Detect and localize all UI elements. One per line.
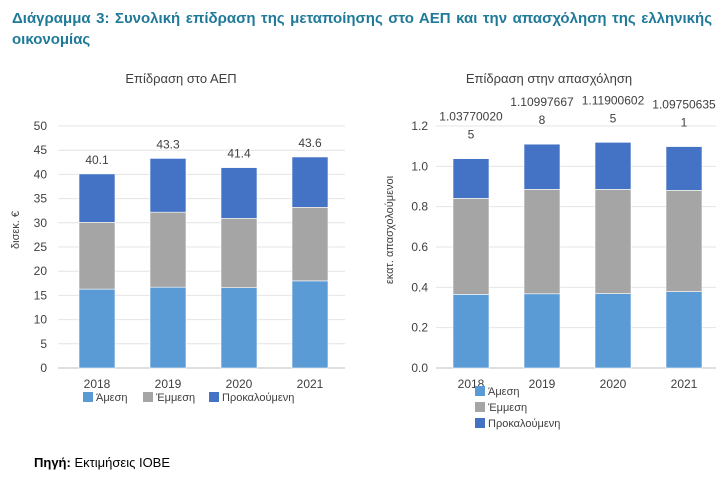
- gdp-legend-label: Προκαλούμενη: [222, 392, 294, 404]
- gdp-bar-προκαλούμενη-2020: [220, 167, 258, 219]
- gdp-legend-swatch: [209, 392, 219, 402]
- gdp-bar-άμεση-2020: [220, 287, 258, 369]
- gdp-y-tick-label: 20: [34, 264, 48, 278]
- emp-bar-άμεση-2021: [665, 291, 703, 369]
- emp-legend-swatch: [475, 402, 485, 412]
- emp-y-tick-label: 0.6: [411, 240, 428, 254]
- emp-total-label: 8: [539, 113, 546, 127]
- gdp-bar-έμμεση-2019: [149, 211, 187, 288]
- gdp-total-label: 40.1: [85, 153, 109, 167]
- emp-bar-προκαλούμενη-2018: [452, 158, 490, 199]
- gdp-x-tick-label: 2021: [297, 377, 324, 391]
- emp-y-tick-label: 0.2: [411, 321, 428, 335]
- emp-legend-label: Έμμεση: [487, 402, 527, 414]
- page-title: Διάγραμμα 3: Συνολική επίδραση της μεταπ…: [12, 10, 712, 48]
- emp-x-tick-label: 2021: [671, 377, 698, 391]
- emp-bar-άμεση-2018: [452, 294, 490, 369]
- emp-bar-έμμεση-2020: [594, 189, 632, 294]
- gdp-legend-label: Άμεση: [96, 392, 128, 404]
- gdp-legend-swatch: [143, 392, 153, 402]
- gdp-y-tick-label: 10: [34, 313, 48, 327]
- emp-bar-προκαλούμενη-2020: [594, 142, 632, 190]
- emp-x-tick-label: 2020: [600, 377, 627, 391]
- emp-legend-swatch: [475, 386, 485, 396]
- emp-total-label: 5: [610, 111, 617, 125]
- emp-bar-άμεση-2019: [523, 293, 561, 369]
- emp-y-tick-label: 1.2: [411, 119, 428, 133]
- gdp-bar-έμμεση-2020: [220, 218, 258, 288]
- source-text: Εκτιμήσεις ΙΟΒΕ: [70, 455, 171, 470]
- gdp-bar-προκαλούμενη-2021: [291, 156, 329, 208]
- emp-bar-προκαλούμενη-2021: [665, 146, 703, 191]
- emp-total-label: 1.03770020: [439, 110, 503, 124]
- emp-bar-έμμεση-2018: [452, 198, 490, 295]
- emp-chart-title: Επίδραση στην απασχόληση: [466, 71, 632, 86]
- emp-total-label: 1.10997667: [510, 95, 574, 109]
- gdp-y-tick-label: 35: [34, 192, 48, 206]
- emp-total-label: 1.09750635: [652, 98, 716, 112]
- gdp-bar-έμμεση-2018: [78, 222, 116, 290]
- gdp-y-tick-label: 30: [34, 216, 48, 230]
- emp-total-label: 1: [681, 116, 688, 130]
- emp-bar-έμμεση-2021: [665, 190, 703, 292]
- emp-y-tick-label: 0.8: [411, 200, 428, 214]
- gdp-x-tick-label: 2018: [84, 377, 111, 391]
- gdp-total-label: 43.3: [156, 137, 180, 151]
- gdp-total-label: 43.6: [298, 136, 322, 150]
- gdp-legend-label: Έμμεση: [155, 392, 195, 404]
- gdp-x-tick-label: 2020: [226, 377, 253, 391]
- gdp-y-tick-label: 15: [34, 288, 48, 302]
- gdp-y-tick-label: 40: [34, 167, 48, 181]
- gdp-y-tick-label: 50: [34, 119, 48, 133]
- gdp-chart-title: Επίδραση στο ΑΕΠ: [125, 71, 236, 86]
- emp-total-label: 5: [468, 128, 475, 142]
- emp-y-tick-label: 0.0: [411, 361, 428, 375]
- gdp-y-tick-label: 25: [34, 240, 48, 254]
- emp-y-tick-label: 0.4: [411, 280, 428, 294]
- gdp-bar-άμεση-2021: [291, 280, 329, 369]
- gdp-y-tick-label: 0: [40, 361, 47, 375]
- gdp-legend-swatch: [83, 392, 93, 402]
- gdp-bar-προκαλούμενη-2018: [78, 173, 116, 223]
- source-note: Πηγή: Εκτιμήσεις ΙΟΒΕ: [34, 455, 170, 470]
- gdp-y-axis-label: δισεκ. €: [10, 211, 22, 249]
- emp-legend-label: Προκαλούμενη: [488, 418, 560, 430]
- emp-total-label: 1.11900602: [582, 93, 645, 107]
- gdp-bar-έμμεση-2021: [291, 207, 329, 282]
- emp-legend-label: Άμεση: [488, 386, 520, 398]
- emp-bar-έμμεση-2019: [523, 189, 561, 295]
- emp-bar-άμεση-2020: [594, 293, 632, 369]
- gdp-y-tick-label: 45: [34, 143, 48, 157]
- emp-y-tick-label: 1.0: [411, 159, 428, 173]
- gdp-y-tick-label: 5: [40, 337, 47, 351]
- source-label: Πηγή:: [34, 455, 71, 470]
- emp-legend-swatch: [475, 418, 485, 428]
- gdp-x-tick-label: 2019: [155, 377, 182, 391]
- gdp-bar-προκαλούμενη-2019: [149, 158, 187, 213]
- emp-y-axis-label: εκατ. απασχολούμενοι: [384, 175, 396, 284]
- emp-x-tick-label: 2019: [529, 377, 556, 391]
- emp-bar-προκαλούμενη-2019: [523, 143, 561, 190]
- gdp-bar-άμεση-2018: [78, 288, 116, 369]
- gdp-total-label: 41.4: [227, 147, 251, 161]
- gdp-bar-άμεση-2019: [149, 286, 187, 369]
